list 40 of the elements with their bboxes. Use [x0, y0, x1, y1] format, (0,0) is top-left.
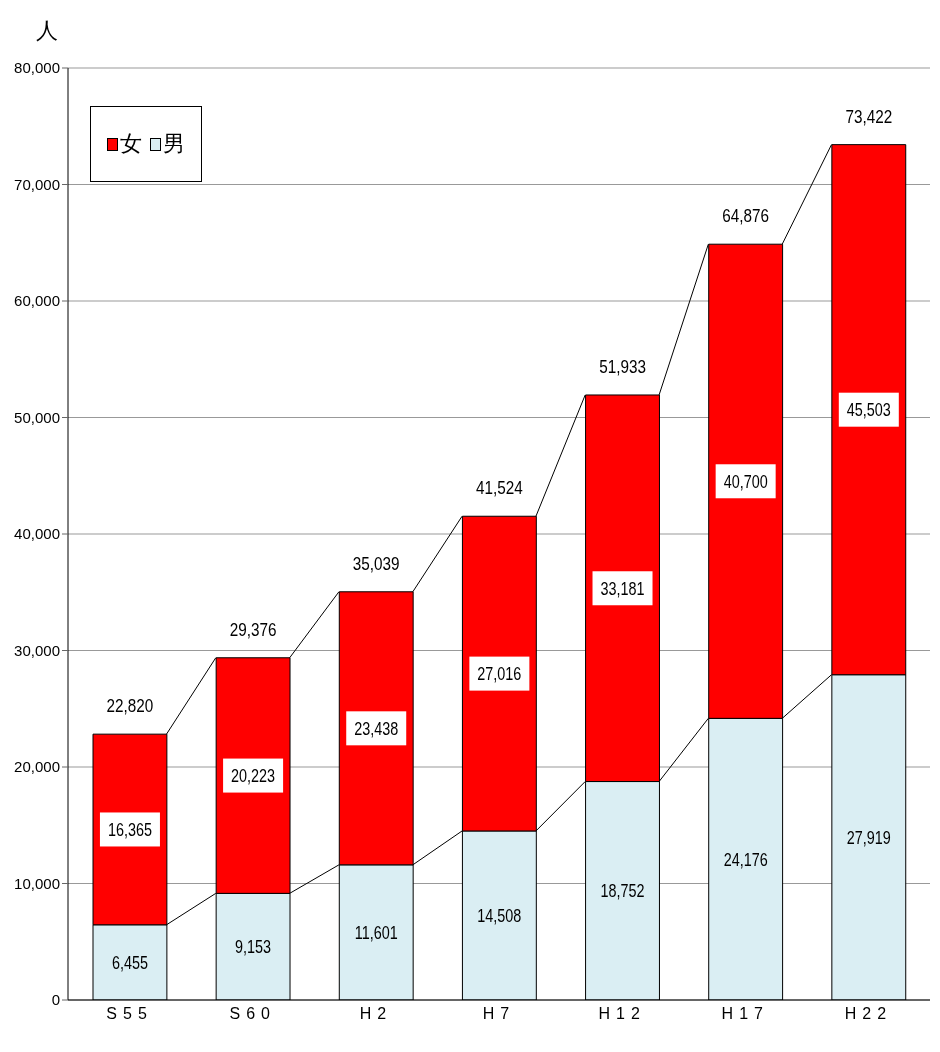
data-label: 27,016 [477, 663, 522, 684]
y-tick-label: 20,000 [14, 758, 60, 776]
x-tick-label: H7 [482, 1005, 516, 1023]
total-label: 64,876 [722, 206, 770, 227]
legend-label: 女 [120, 130, 142, 158]
y-axis-title: 人 [36, 17, 58, 45]
y-tick-label: 0 [51, 991, 60, 1009]
data-label: 9,153 [235, 936, 272, 957]
data-label: 45,503 [846, 399, 891, 420]
y-tick-label: 70,000 [14, 175, 60, 193]
y-tick-label: 60,000 [14, 292, 60, 310]
x-tick-label: S55 [106, 1005, 153, 1023]
x-tick-label: H12 [598, 1005, 646, 1023]
data-label: 24,176 [723, 849, 768, 870]
total-label: 73,422 [845, 106, 893, 127]
data-label: 6,455 [111, 952, 148, 973]
y-tick-label: 50,000 [14, 408, 60, 426]
data-label: 20,223 [231, 765, 276, 786]
data-label: 27,919 [846, 827, 891, 848]
data-label: 40,700 [723, 471, 768, 492]
y-tick-label: 10,000 [14, 874, 60, 892]
data-label: 11,601 [354, 922, 398, 943]
legend-label: 男 [163, 130, 185, 158]
data-label: 14,508 [477, 905, 522, 926]
x-tick-label: H17 [721, 1005, 769, 1023]
total-label: 51,933 [599, 356, 646, 378]
y-tick-label: 40,000 [14, 525, 60, 543]
total-label: 29,376 [229, 619, 277, 641]
data-label: 18,752 [600, 880, 645, 901]
total-label: 35,039 [352, 553, 400, 575]
y-tick-label: 30,000 [14, 641, 60, 659]
data-label: 16,365 [107, 819, 152, 840]
total-label: 41,524 [475, 478, 523, 499]
x-tick-label: H22 [844, 1005, 893, 1023]
y-tick-label: 80,000 [14, 59, 60, 77]
data-label: 33,181 [600, 578, 645, 599]
x-tick-label: S60 [229, 1005, 276, 1023]
x-tick-label: H2 [359, 1005, 393, 1023]
total-label: 22,820 [106, 695, 154, 717]
data-label: 23,438 [354, 718, 399, 739]
